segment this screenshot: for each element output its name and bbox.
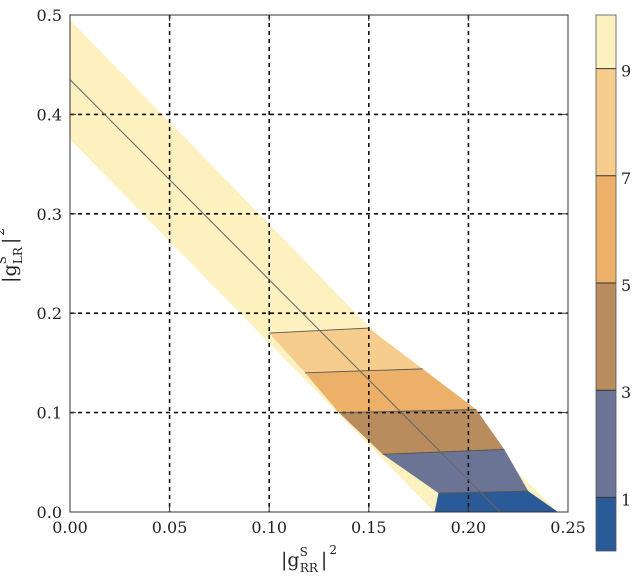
- x-axis-label-sub: RR: [300, 561, 319, 575]
- contour-band-7-9: [269, 328, 423, 373]
- x-tick-label: 0.25: [550, 518, 586, 537]
- contour-line: [382, 448, 505, 455]
- x-tick-label: 0.10: [251, 518, 287, 537]
- contour-line: [438, 490, 529, 494]
- colorbar-segment: [596, 68, 616, 176]
- y-tick-label: 0.4: [37, 105, 62, 124]
- y-axis: 0.0 0.1 0.2 0.3 0.4 0.5: [37, 6, 568, 522]
- grid-lines: [70, 15, 568, 512]
- x-axis: 0.00 0.05 0.10 0.15 0.20 0.25: [52, 15, 586, 537]
- x-axis-label-base: |g: [281, 549, 300, 571]
- x-tick-label: 0.15: [351, 518, 387, 537]
- y-tick-label: 0.2: [37, 304, 62, 323]
- contour-line: [269, 327, 369, 334]
- colorbar-segment: [596, 283, 616, 391]
- contour-band-5-7: [305, 368, 477, 413]
- contour-band-0-1: [434, 491, 558, 512]
- contour-line: [305, 368, 423, 374]
- y-tick-label: 0.1: [37, 404, 62, 423]
- x-tick-label: 0.20: [451, 518, 487, 537]
- plot-frame: [69, 14, 569, 513]
- colorbar-label: 3: [621, 383, 631, 402]
- y-axis-label-tail: |: [0, 238, 21, 244]
- y-axis-label-sub: LR: [11, 246, 25, 264]
- x-axis-label: |gS RR | 2: [281, 543, 337, 575]
- colorbar-segment: [596, 497, 616, 551]
- colorbar-label: 5: [621, 276, 631, 295]
- colorbar-segment: [596, 390, 616, 498]
- contour-lines: [69, 79, 529, 513]
- colorbar-segment: [596, 175, 616, 283]
- contour-band-1-3: [382, 449, 529, 494]
- x-tick-label: 0.05: [152, 518, 188, 537]
- colorbar-label: 7: [621, 169, 631, 188]
- y-axis-label: |gSLR | 2: [0, 228, 25, 283]
- x-axis-label-sup: S: [300, 545, 308, 559]
- x-axis-label-tail: |: [321, 549, 327, 571]
- y-axis-label-base: |g: [0, 264, 21, 283]
- y-axis-label-sup: S: [0, 256, 9, 264]
- y-tick-label: 0.5: [37, 6, 62, 25]
- plot-region: [70, 20, 558, 512]
- y-axis-label-power: 2: [0, 228, 7, 236]
- contour-band-3-5: [338, 409, 505, 455]
- x-tick-label: 0.00: [52, 518, 88, 537]
- y-tick-label: 0.0: [37, 503, 62, 522]
- contour-line: [338, 409, 477, 414]
- center-line: [69, 79, 501, 513]
- colorbar-label: 1: [621, 490, 631, 509]
- colorbar: 1 3 5 7 9: [595, 14, 631, 552]
- colorbar-segment: [596, 15, 616, 69]
- x-axis-label-power: 2: [329, 543, 337, 557]
- y-tick-label: 0.3: [37, 205, 62, 224]
- colorbar-label: 9: [621, 62, 631, 81]
